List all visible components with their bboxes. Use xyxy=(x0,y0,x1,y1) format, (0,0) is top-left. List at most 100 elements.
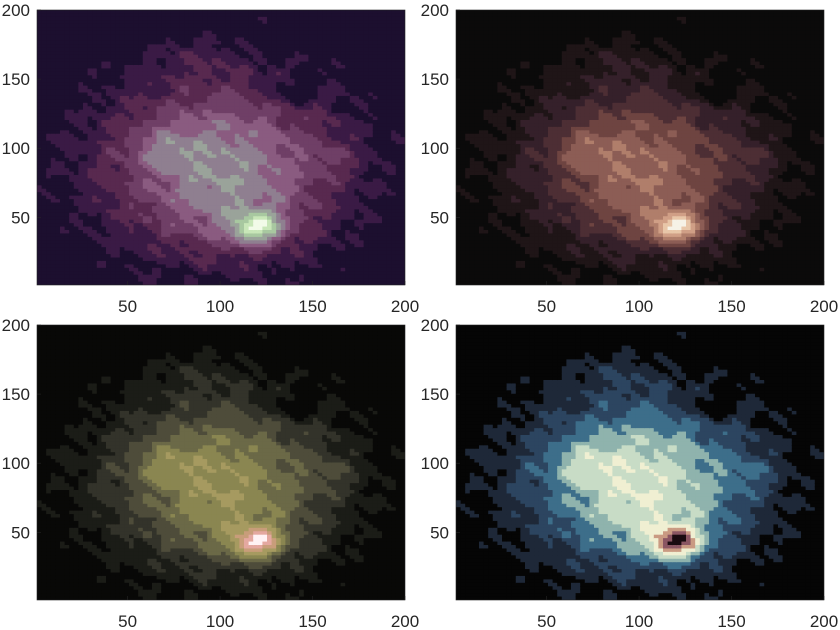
contour-cell xyxy=(179,47,185,52)
contour-cell xyxy=(244,16,250,21)
contour-cell xyxy=(248,61,254,66)
contour-cell xyxy=(170,120,176,125)
contour-cell xyxy=(78,89,84,94)
contour-cell xyxy=(225,154,231,159)
contour-cell xyxy=(188,150,194,155)
contour-cell xyxy=(193,264,199,269)
contour-cell xyxy=(280,78,286,83)
contour-cell xyxy=(110,34,116,39)
contour-cell xyxy=(129,247,135,252)
contour-cell xyxy=(253,181,259,186)
contour-cell xyxy=(69,267,75,272)
contour-cell xyxy=(248,267,254,272)
contour-cell xyxy=(92,20,98,25)
contour-cell xyxy=(285,181,291,186)
contour-cell xyxy=(244,150,250,155)
contour-cell xyxy=(55,37,61,42)
contour-cell xyxy=(129,133,135,138)
contour-cell xyxy=(184,185,190,190)
contour-cell xyxy=(138,140,144,145)
contour-cell xyxy=(230,34,236,39)
contour-cell xyxy=(87,120,93,125)
contour-cell xyxy=(152,254,158,259)
contour-cell xyxy=(129,140,135,145)
contour-cell xyxy=(198,20,204,25)
contour-cell xyxy=(129,47,135,52)
contour-cell xyxy=(271,216,277,221)
contour-cell xyxy=(276,30,282,35)
contour-cell xyxy=(115,271,121,276)
contour-cell xyxy=(83,202,89,207)
contour-cell xyxy=(110,68,116,73)
contour-cell xyxy=(37,102,43,107)
contour-cell xyxy=(106,192,112,197)
contour-cell xyxy=(87,250,93,255)
contour-cell xyxy=(313,226,319,231)
contour-cell xyxy=(276,157,282,162)
contour-cell xyxy=(193,61,199,66)
contour-cell xyxy=(73,250,79,255)
contour-cell xyxy=(234,54,240,59)
contour-cell xyxy=(55,216,61,221)
contour-cell xyxy=(280,267,286,272)
contour-cell xyxy=(198,181,204,186)
contour-cell xyxy=(50,192,56,197)
contour-cell xyxy=(41,116,47,121)
contour-cell xyxy=(248,202,254,207)
contour-cell xyxy=(225,92,231,97)
contour-cell xyxy=(211,23,217,28)
contour-cell xyxy=(92,126,98,131)
contour-cell xyxy=(41,106,47,111)
contour-cell xyxy=(152,199,158,204)
contour-cell xyxy=(87,61,93,66)
contour-cell xyxy=(211,120,217,125)
contour-cell xyxy=(193,10,199,15)
contour-cell xyxy=(165,271,171,276)
contour-cell xyxy=(87,209,93,214)
contour-cell xyxy=(234,181,240,186)
contour-cell xyxy=(110,92,116,97)
contour-cell xyxy=(46,71,52,76)
contour-cell xyxy=(193,254,199,259)
contour-cell xyxy=(211,202,217,207)
contour-cell xyxy=(188,13,194,18)
contour-cell xyxy=(41,250,47,255)
contour-cell xyxy=(50,202,56,207)
contour-cell xyxy=(313,65,319,70)
contour-cell xyxy=(92,68,98,73)
contour-cell xyxy=(239,133,245,138)
contour-cell xyxy=(78,188,84,193)
contour-cell xyxy=(60,58,66,63)
contour-cell xyxy=(299,192,305,197)
contour-cell xyxy=(280,75,286,80)
contour-cell xyxy=(55,113,61,118)
contour-cell xyxy=(253,267,259,272)
contour-cell xyxy=(87,65,93,70)
contour-cell xyxy=(216,209,222,214)
contour-cell xyxy=(179,199,185,204)
contour-cell xyxy=(170,27,176,32)
contour-cell xyxy=(179,254,185,259)
contour-cell xyxy=(96,230,102,235)
contour-cell xyxy=(221,123,227,128)
contour-cell xyxy=(276,178,282,183)
contour-cell xyxy=(253,89,259,94)
contour-cell xyxy=(41,10,47,15)
contour-cell xyxy=(244,58,250,63)
contour-cell xyxy=(161,209,167,214)
contour-cell xyxy=(221,181,227,186)
contour-cell xyxy=(64,154,70,159)
contour-cell xyxy=(101,181,107,186)
contour-cell xyxy=(96,61,102,66)
contour-cell xyxy=(271,47,277,52)
contour-cell xyxy=(78,16,84,21)
contour-cell xyxy=(129,54,135,59)
contour-cell xyxy=(96,144,102,149)
contour-cell xyxy=(285,178,291,183)
contour-cell xyxy=(106,171,112,176)
contour-cell xyxy=(46,47,52,52)
contour-cell xyxy=(101,260,107,265)
contour-cell xyxy=(244,113,250,118)
contour-cell xyxy=(179,264,185,269)
contour-cell xyxy=(50,240,56,245)
